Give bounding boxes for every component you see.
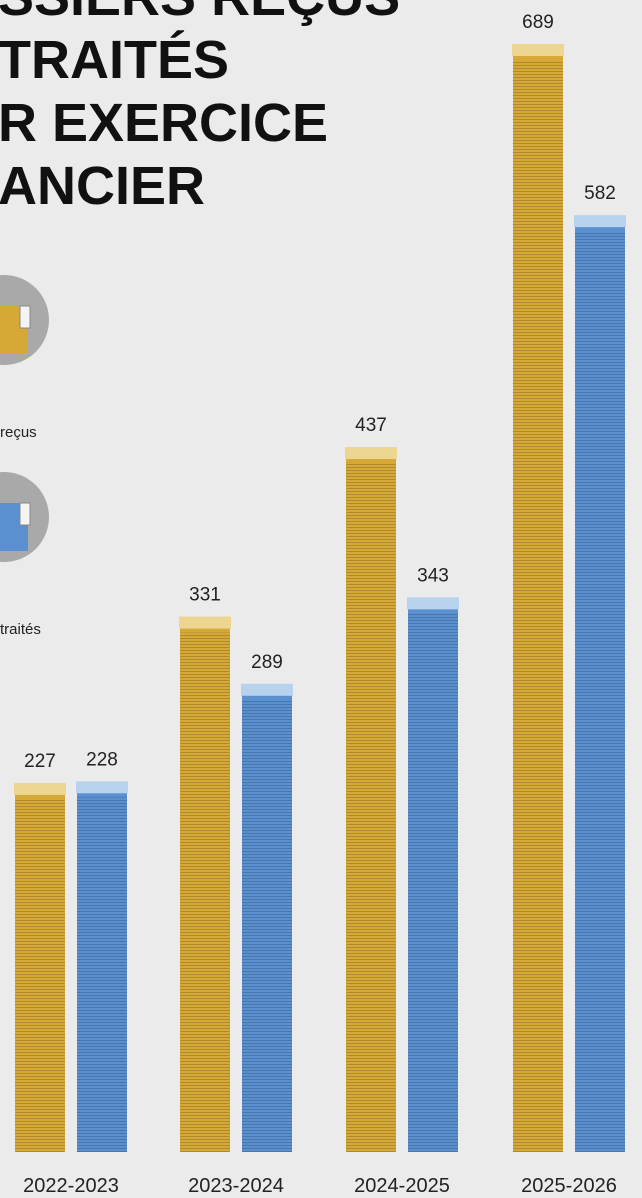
bar-texture [408, 613, 458, 1152]
x-tick-label: 2024-2025 [354, 1175, 450, 1197]
bar-cap [241, 683, 293, 696]
legend-label: traités [0, 621, 41, 638]
chart-title: SSIERS REÇUS [0, 0, 400, 27]
legend-tab [19, 305, 31, 329]
x-tick-label: 2023-2024 [188, 1175, 284, 1197]
legend-label: reçus [0, 424, 37, 441]
chart-title: TRAITÉS [0, 30, 229, 90]
value-label: 689 [522, 12, 554, 33]
bar-cap [76, 781, 128, 794]
bar-cap [407, 597, 459, 610]
bar-cap [512, 44, 564, 56]
value-label: 227 [24, 751, 56, 772]
legend-tab [19, 502, 31, 526]
bar-texture [180, 632, 230, 1152]
chart-title: R EXERCICE [0, 93, 328, 153]
x-tick-label: 2025-2026 [521, 1175, 617, 1197]
value-label: 331 [189, 585, 221, 606]
value-label: 582 [584, 183, 616, 204]
bar-texture [575, 231, 625, 1152]
bar-texture [513, 60, 563, 1152]
chart-title: ANCIER [0, 156, 205, 216]
value-label: 228 [86, 749, 118, 770]
bar-cap [345, 447, 397, 460]
bar-texture [346, 463, 396, 1152]
value-label: 343 [417, 565, 449, 586]
bar-texture [77, 797, 127, 1152]
bar-cap [14, 782, 66, 795]
x-tick-label: 2022-2023 [23, 1175, 119, 1197]
value-label: 289 [251, 652, 283, 673]
bar-cap [574, 215, 626, 228]
bar-texture [15, 798, 65, 1152]
bar-texture [242, 699, 292, 1152]
bar-cap [179, 616, 231, 629]
value-label: 437 [355, 415, 387, 436]
